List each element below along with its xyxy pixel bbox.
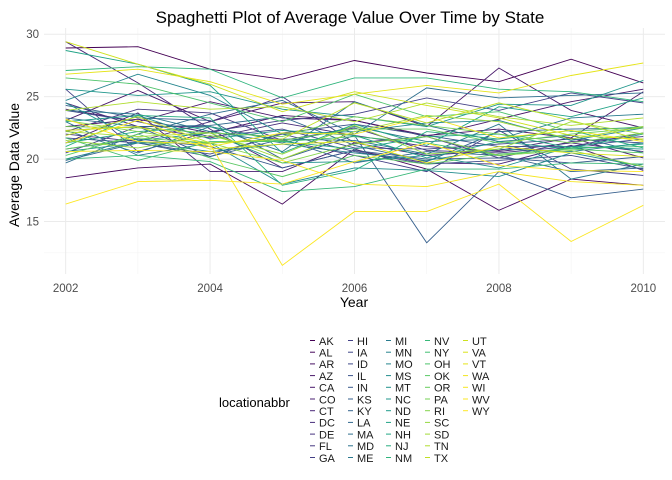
legend-title: locationabbr bbox=[219, 395, 290, 410]
legend-label-ny: NY bbox=[434, 348, 450, 360]
chart-title: Spaghetti Plot of Average Value Over Tim… bbox=[156, 8, 545, 27]
legend-label-ut: UT bbox=[472, 336, 487, 348]
series-line-wa bbox=[65, 116, 644, 148]
legend-label-nj: NJ bbox=[395, 441, 408, 453]
legend-label-co: CO bbox=[319, 394, 336, 406]
series-line-wy bbox=[65, 142, 644, 205]
legend-label-fl: FL bbox=[319, 441, 332, 453]
series-line-ia bbox=[65, 109, 644, 150]
series-line-ky bbox=[65, 138, 644, 173]
legend-label-ma: MA bbox=[357, 429, 374, 441]
series-lines bbox=[65, 41, 644, 266]
legend-label-nm: NM bbox=[395, 453, 412, 465]
x-tick-label: 2010 bbox=[631, 283, 657, 295]
legend-label-md: MD bbox=[357, 441, 374, 453]
legend-label-oh: OH bbox=[434, 359, 451, 371]
legend-label-tx: TX bbox=[434, 453, 449, 465]
series-line-nm bbox=[65, 66, 644, 103]
legend-label-vt: VT bbox=[472, 359, 486, 371]
legend-label-wv: WV bbox=[472, 394, 490, 406]
legend-label-va: VA bbox=[472, 348, 487, 360]
series-line-az bbox=[65, 88, 644, 138]
legend-label-nc: NC bbox=[395, 394, 411, 406]
legend-label-wa: WA bbox=[472, 371, 490, 383]
x-tick-label: 2002 bbox=[53, 283, 79, 295]
series-line-tn bbox=[65, 101, 644, 126]
series-line-fl bbox=[65, 108, 644, 154]
series-line-vt bbox=[65, 62, 644, 105]
x-axis-title: Year bbox=[340, 294, 369, 310]
series-line-or bbox=[65, 127, 644, 150]
series-line-ak bbox=[65, 46, 644, 84]
series-line-ms bbox=[65, 142, 644, 185]
legend-label-sc: SC bbox=[434, 418, 449, 430]
legend-label-nh: NH bbox=[395, 429, 411, 441]
legend-label-pa: PA bbox=[434, 394, 449, 406]
y-tick-label: 25 bbox=[26, 92, 39, 104]
legend-label-mo: MO bbox=[395, 359, 413, 371]
legend-label-ms: MS bbox=[395, 371, 412, 383]
legend-label-ct: CT bbox=[319, 406, 334, 418]
legend-label-mn: MN bbox=[395, 348, 412, 360]
legend-label-ne: NE bbox=[395, 418, 410, 430]
x-tick-label: 2008 bbox=[486, 283, 512, 295]
legend-label-az: AZ bbox=[319, 371, 333, 383]
y-tick-label: 15 bbox=[26, 217, 39, 229]
series-line-sc bbox=[65, 121, 644, 155]
legend-label-hi: HI bbox=[357, 336, 368, 348]
series-line-va bbox=[65, 126, 644, 164]
legend-label-tn: TN bbox=[434, 441, 449, 453]
legend-label-de: DE bbox=[319, 429, 334, 441]
legend-label-me: ME bbox=[357, 453, 374, 465]
legend-label-in: IN bbox=[357, 383, 368, 395]
series-line-nv bbox=[65, 154, 644, 193]
y-tick-label: 30 bbox=[26, 29, 39, 41]
series-line-nd bbox=[65, 114, 644, 159]
legend-label-al: AL bbox=[319, 348, 332, 360]
x-tick-label: 2006 bbox=[342, 283, 368, 295]
legend-label-sd: SD bbox=[434, 429, 449, 441]
legend-label-ga: GA bbox=[319, 453, 336, 465]
y-tick-label: 20 bbox=[26, 154, 39, 166]
legend-label-ar: AR bbox=[319, 359, 334, 371]
legend-label-id: ID bbox=[357, 359, 368, 371]
x-axis-ticks: 2002 2004 2006 2008 2010 bbox=[53, 283, 656, 295]
legend-label-nv: NV bbox=[434, 336, 450, 348]
legend-label-wy: WY bbox=[472, 406, 490, 418]
legend-label-wi: WI bbox=[472, 383, 485, 395]
legend-label-il: IL bbox=[357, 371, 366, 383]
legend-label-or: OR bbox=[434, 383, 451, 395]
y-axis-ticks: 15 20 25 30 bbox=[26, 29, 39, 228]
series-line-ut bbox=[65, 41, 644, 140]
y-axis-title: Average Data Value bbox=[6, 103, 22, 227]
legend-label-ks: KS bbox=[357, 394, 372, 406]
x-tick-label: 2004 bbox=[197, 283, 223, 295]
legend-label-mi: MI bbox=[395, 336, 407, 348]
legend-label-ky: KY bbox=[357, 406, 372, 418]
legend-label-ia: IA bbox=[357, 348, 368, 360]
series-line-wv bbox=[65, 118, 644, 266]
series-line-id bbox=[65, 133, 644, 170]
legend-label-ca: CA bbox=[319, 383, 335, 395]
legend-label-la: LA bbox=[357, 418, 371, 430]
legend-label-mt: MT bbox=[395, 383, 411, 395]
series-line-tx bbox=[65, 102, 644, 144]
series-line-wi bbox=[65, 149, 644, 188]
legend-label-dc: DC bbox=[319, 418, 335, 430]
legend-label-nd: ND bbox=[395, 406, 411, 418]
legend-label-ok: OK bbox=[434, 371, 451, 383]
legend-label-ak: AK bbox=[319, 336, 334, 348]
legend-label-ri: RI bbox=[434, 406, 445, 418]
